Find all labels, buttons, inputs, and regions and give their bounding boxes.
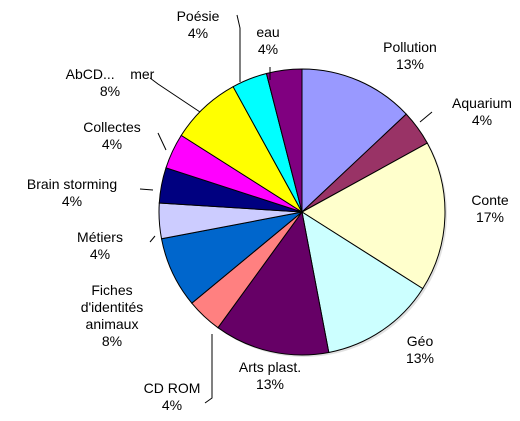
leader-line xyxy=(204,334,213,404)
data-label: Poésie 4% xyxy=(177,8,220,41)
pie-slice-conte xyxy=(301,142,446,290)
pie-slice-pollution xyxy=(301,68,407,214)
data-label: Pollution 13% xyxy=(383,39,437,72)
leader-line xyxy=(139,188,154,191)
leader-line xyxy=(419,111,433,123)
data-label: Brain storming 4% xyxy=(27,176,117,209)
data-label: Collectes 4% xyxy=(83,119,141,152)
data-label: AbCD... mer 8% xyxy=(66,66,155,99)
pie-slice-geo xyxy=(301,210,424,354)
leader-line xyxy=(236,14,241,82)
data-label: Arts plast. 13% xyxy=(239,359,301,392)
pie-slice-eau xyxy=(265,68,303,213)
data-label: eau 4% xyxy=(256,24,279,57)
data-label: Métiers 4% xyxy=(77,229,123,262)
leader-line xyxy=(149,77,201,113)
pie-slice-arts-plast xyxy=(217,210,330,356)
data-label: Géo 13% xyxy=(406,333,434,366)
data-label: Aquarium 4% xyxy=(452,95,512,128)
data-label: Conte 17% xyxy=(471,192,509,225)
leader-line xyxy=(149,235,156,243)
data-label: Fiches d'identités animaux 8% xyxy=(81,282,144,349)
leader-line xyxy=(157,132,167,151)
data-label: CD ROM 4% xyxy=(144,380,201,413)
